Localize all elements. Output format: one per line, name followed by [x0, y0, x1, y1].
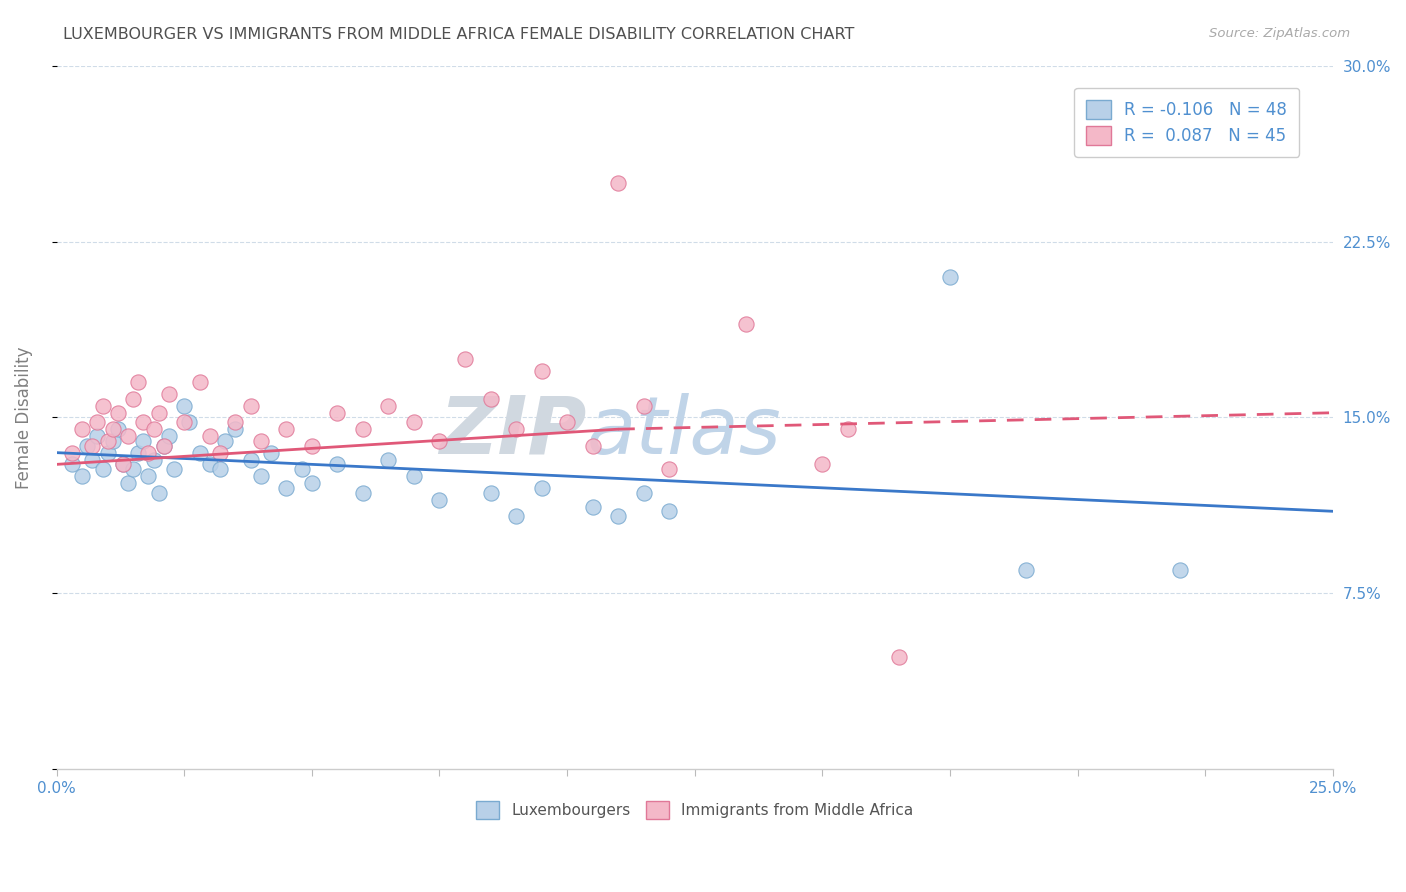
Point [70, 422, 93, 436]
Point [142, 452, 165, 467]
Point [249, 469, 271, 483]
Point [633, 485, 655, 500]
Point [402, 469, 425, 483]
Point [276, 481, 298, 495]
Point [188, 376, 211, 390]
Point [163, 462, 186, 476]
Point [91, 399, 114, 413]
Point [658, 504, 681, 518]
Point [208, 445, 231, 459]
Point [607, 176, 630, 190]
Point [352, 485, 374, 500]
Point [127, 445, 149, 459]
Text: ZIP: ZIP [439, 392, 586, 470]
Point [239, 399, 262, 413]
Point [811, 458, 834, 472]
Point [198, 429, 221, 443]
Point [301, 439, 323, 453]
Point [142, 422, 165, 436]
Point [658, 462, 681, 476]
Point [939, 269, 962, 284]
Point [581, 439, 603, 453]
Point [454, 351, 477, 366]
Point [377, 452, 399, 467]
Point [326, 406, 349, 420]
Point [214, 434, 236, 448]
Point [107, 406, 129, 420]
Point [352, 422, 374, 436]
Point [505, 508, 527, 523]
Point [179, 415, 201, 429]
Point [581, 500, 603, 514]
Point [224, 422, 246, 436]
Point [173, 415, 195, 429]
Point [138, 445, 160, 459]
Legend: Luxembourgers, Immigrants from Middle Africa: Luxembourgers, Immigrants from Middle Af… [470, 795, 920, 825]
Point [530, 363, 553, 377]
Point [153, 439, 176, 453]
Point [530, 481, 553, 495]
Point [60, 445, 83, 459]
Point [173, 399, 195, 413]
Point [402, 415, 425, 429]
Point [86, 429, 108, 443]
Point [260, 445, 283, 459]
Point [837, 422, 859, 436]
Point [208, 462, 231, 476]
Point [127, 376, 149, 390]
Point [117, 476, 139, 491]
Point [224, 415, 246, 429]
Point [97, 434, 120, 448]
Point [555, 415, 578, 429]
Point [198, 458, 221, 472]
Point [86, 415, 108, 429]
Point [291, 462, 314, 476]
Point [122, 392, 145, 406]
Point [607, 508, 630, 523]
Point [188, 445, 211, 459]
Point [101, 422, 124, 436]
Point [132, 415, 155, 429]
Text: atlas: atlas [586, 392, 780, 470]
Point [70, 469, 93, 483]
Point [301, 476, 323, 491]
Point [157, 387, 180, 401]
Point [377, 399, 399, 413]
Point [1168, 563, 1191, 577]
Point [887, 649, 910, 664]
Point [76, 439, 98, 453]
Point [239, 452, 262, 467]
Text: Source: ZipAtlas.com: Source: ZipAtlas.com [1209, 27, 1350, 40]
Point [97, 445, 120, 459]
Point [479, 392, 502, 406]
Point [91, 462, 114, 476]
Point [82, 452, 104, 467]
Point [734, 317, 756, 331]
Point [107, 422, 129, 436]
Point [122, 462, 145, 476]
Text: LUXEMBOURGER VS IMMIGRANTS FROM MIDDLE AFRICA FEMALE DISABILITY CORRELATION CHAR: LUXEMBOURGER VS IMMIGRANTS FROM MIDDLE A… [63, 27, 855, 42]
Point [82, 439, 104, 453]
Point [429, 492, 451, 507]
Point [157, 429, 180, 443]
Point [326, 458, 349, 472]
Point [101, 434, 124, 448]
Point [479, 485, 502, 500]
Y-axis label: Female Disability: Female Disability [15, 346, 32, 489]
Point [138, 469, 160, 483]
Point [505, 422, 527, 436]
Point [276, 422, 298, 436]
Point [633, 399, 655, 413]
Point [249, 434, 271, 448]
Point [60, 458, 83, 472]
Point [148, 485, 170, 500]
Point [429, 434, 451, 448]
Point [132, 434, 155, 448]
Point [111, 458, 134, 472]
Point [148, 406, 170, 420]
Point [153, 439, 176, 453]
Point [1015, 563, 1038, 577]
Point [117, 429, 139, 443]
Point [111, 458, 134, 472]
